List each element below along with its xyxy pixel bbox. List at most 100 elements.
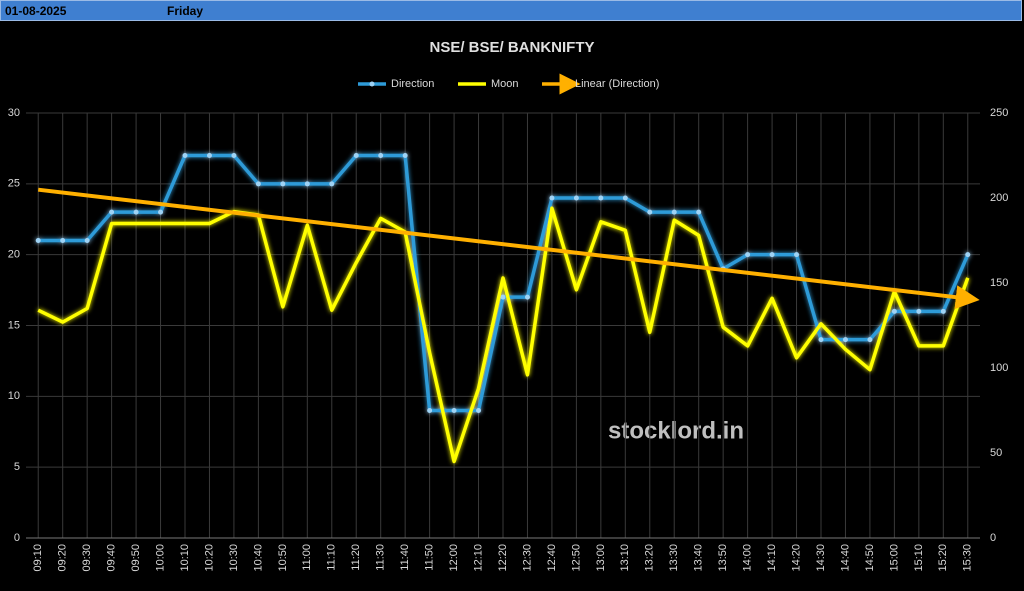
x-tick-label: 09:30 xyxy=(81,544,93,572)
x-tick-label: 14:10 xyxy=(766,544,778,572)
y2-tick-label: 100 xyxy=(990,362,1008,374)
x-tick-label: 14:40 xyxy=(839,544,851,572)
point xyxy=(769,252,775,258)
y2-tick-label: 200 xyxy=(990,192,1008,204)
x-tick-label: 09:40 xyxy=(106,544,118,572)
point xyxy=(794,252,800,258)
trendline xyxy=(37,187,980,310)
point xyxy=(353,153,359,158)
point xyxy=(671,209,677,215)
point xyxy=(427,408,433,413)
point xyxy=(255,181,261,187)
chart-title: NSE/ BSE/ BANKNIFTY xyxy=(429,39,594,56)
x-tick-label: 09:50 xyxy=(130,544,142,572)
point xyxy=(818,337,824,343)
y-tick-label: 10 xyxy=(8,390,20,402)
point xyxy=(206,153,212,158)
point xyxy=(329,181,335,187)
point xyxy=(402,153,408,158)
x-tick-label: 11:20 xyxy=(350,544,362,571)
point xyxy=(573,195,579,201)
x-tick-label: 13:00 xyxy=(595,544,607,572)
point xyxy=(60,238,66,243)
x-tick-label: 11:40 xyxy=(399,544,411,571)
point xyxy=(304,181,310,187)
x-tick-label: 11:50 xyxy=(424,544,436,571)
point xyxy=(133,209,139,215)
y-tick-label: 25 xyxy=(8,178,20,190)
point xyxy=(524,294,530,300)
y2-tick-label: 0 xyxy=(990,532,996,544)
point xyxy=(745,252,751,258)
y2-tick-label: 150 xyxy=(990,277,1008,289)
x-tick-label: 13:10 xyxy=(619,544,631,572)
point xyxy=(182,153,188,158)
point xyxy=(549,195,555,201)
x-tick-label: 10:00 xyxy=(154,544,166,572)
x-tick-label: 13:40 xyxy=(693,544,705,572)
point xyxy=(231,153,237,158)
y-tick-label: 30 xyxy=(8,107,20,119)
point xyxy=(158,209,164,215)
date: 01-08-2025 xyxy=(5,4,67,18)
point xyxy=(916,308,922,314)
x-tick-label: 13:50 xyxy=(717,544,729,572)
y2-tick-label: 50 xyxy=(990,447,1002,459)
point xyxy=(378,153,384,158)
point xyxy=(84,238,90,243)
point xyxy=(280,181,286,187)
x-tick-label: 15:00 xyxy=(888,544,900,572)
point xyxy=(598,195,604,201)
x-tick-label: 14:50 xyxy=(864,544,876,572)
point xyxy=(891,308,897,314)
point xyxy=(842,337,848,343)
x-tick-label: 14:20 xyxy=(790,544,802,572)
x-tick-label: 15:10 xyxy=(913,544,925,572)
header-bar: 01-08-2025 Friday xyxy=(0,0,1022,21)
y2-tick-label: 250 xyxy=(990,107,1008,119)
x-tick-label: 09:20 xyxy=(57,544,69,572)
y-tick-label: 20 xyxy=(8,249,20,261)
x-tick-label: 12:10 xyxy=(472,544,484,572)
x-tick-label: 12:40 xyxy=(546,544,558,572)
x-tick-label: 13:20 xyxy=(644,544,656,572)
x-tick-label: 12:00 xyxy=(448,544,460,572)
point xyxy=(451,408,457,413)
y-tick-label: 0 xyxy=(14,532,20,544)
legend-dot xyxy=(369,81,375,87)
point xyxy=(476,408,482,413)
x-tick-label: 15:20 xyxy=(937,544,949,572)
series-line xyxy=(37,206,970,464)
x-tick-label: 10:50 xyxy=(277,544,289,572)
x-tick-label: 12:20 xyxy=(497,544,509,572)
point xyxy=(622,195,628,201)
x-tick-label: 14:00 xyxy=(742,544,754,572)
x-tick-label: 15:30 xyxy=(962,544,974,572)
x-tick-label: 11:00 xyxy=(301,544,313,571)
watermark: stocklord.in xyxy=(608,417,744,444)
legend-label: Direction xyxy=(391,78,434,90)
y-tick-label: 5 xyxy=(14,461,20,473)
point xyxy=(109,209,115,215)
x-tick-label: 12:50 xyxy=(570,544,582,572)
x-tick-label: 10:40 xyxy=(252,544,264,572)
legend-label: Moon xyxy=(491,78,519,90)
x-tick-label: 11:30 xyxy=(375,544,387,571)
x-tick-label: 10:20 xyxy=(203,544,215,572)
legend-label: Linear (Direction) xyxy=(575,78,659,90)
point xyxy=(965,252,971,258)
point xyxy=(647,209,653,215)
x-tick-label: 12:30 xyxy=(521,544,533,572)
x-tick-label: 10:10 xyxy=(179,544,191,572)
x-tick-label: 09:10 xyxy=(32,544,44,572)
series-layer xyxy=(35,153,971,464)
x-tick-label: 13:30 xyxy=(668,544,680,572)
point xyxy=(940,308,946,314)
x-tick-label: 10:30 xyxy=(228,544,240,572)
point xyxy=(867,337,873,343)
y-tick-label: 15 xyxy=(8,319,20,331)
day: Friday xyxy=(167,4,204,18)
x-tick-label: 14:30 xyxy=(815,544,827,572)
